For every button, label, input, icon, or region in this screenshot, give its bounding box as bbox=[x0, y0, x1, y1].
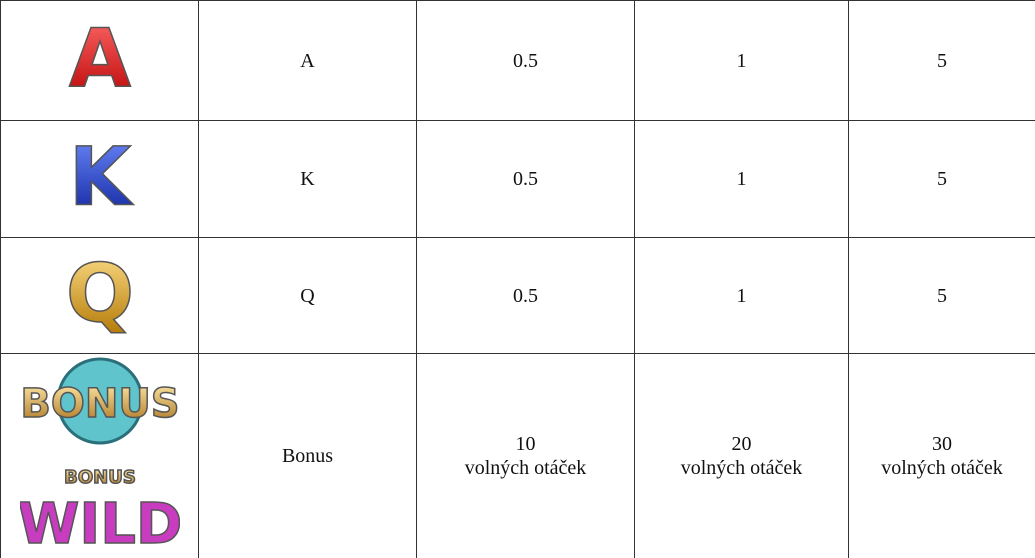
table-row: BONUS BONUS WILD Bonus 10 volných otáček 20 vol… bbox=[0, 353, 1035, 558]
table-cell: 1 bbox=[634, 237, 849, 354]
table-row: Q Q 0.5 1 5 bbox=[0, 237, 1035, 354]
icon-letter: BONUS bbox=[20, 381, 179, 427]
cell-text: K bbox=[300, 168, 315, 190]
cell-text: volných otáček bbox=[881, 457, 1003, 479]
table-cell: K bbox=[198, 120, 417, 238]
icon-cell: K bbox=[0, 120, 199, 238]
cell-text: Q bbox=[300, 284, 315, 307]
icon-cell: Q bbox=[0, 237, 199, 354]
icon-letter: K bbox=[69, 130, 134, 223]
cell-text: 0.5 bbox=[513, 284, 538, 307]
table-cell: 10 volných otáček bbox=[416, 353, 635, 558]
cell-text: Bonus bbox=[281, 445, 334, 467]
symbol-icon: K bbox=[68, 129, 135, 224]
table-cell: 5 bbox=[848, 0, 1035, 121]
symbol-icon: Q bbox=[65, 246, 135, 341]
table-cell: Bonus bbox=[198, 353, 417, 558]
icon-letter: Q bbox=[65, 247, 133, 340]
cell-text: volných otáček bbox=[680, 457, 803, 479]
icon-cell: A bbox=[0, 0, 199, 121]
icon-letter: A bbox=[69, 12, 131, 105]
icon-letter: BONUS bbox=[64, 467, 136, 488]
table-cell: A bbox=[198, 0, 417, 121]
table-cell: 5 bbox=[848, 120, 1035, 238]
icon-cell: BONUS BONUS WILD bbox=[0, 353, 199, 558]
cell-text: 5 bbox=[937, 284, 947, 307]
symbol-icon: A bbox=[68, 11, 132, 106]
cell-text: 1 bbox=[736, 49, 747, 72]
cell-text: 30 bbox=[932, 433, 952, 455]
cell-text: 1 bbox=[736, 284, 747, 307]
table-cell: 1 bbox=[634, 0, 849, 121]
table-row: A A 0.5 1 5 bbox=[0, 0, 1035, 121]
icon-badge bbox=[56, 357, 143, 444]
cell-text: 20 bbox=[731, 433, 752, 455]
table-cell: 20 volných otáček bbox=[634, 353, 849, 558]
cell-text: 5 bbox=[937, 168, 947, 190]
table-cell: 5 bbox=[848, 237, 1035, 354]
cell-text: A bbox=[300, 49, 315, 72]
symbol-icon: BONUS BONUS WILD bbox=[16, 357, 183, 557]
cell-text: 0.5 bbox=[513, 168, 538, 190]
cell-text: 0.5 bbox=[513, 49, 538, 72]
table-cell: 0.5 bbox=[416, 120, 635, 238]
table-cell: 1 bbox=[634, 120, 849, 238]
cell-text: 1 bbox=[736, 168, 747, 190]
table-cell: 30 volných otáček bbox=[848, 353, 1035, 558]
icon-letter: WILD bbox=[20, 492, 180, 552]
table-row: K K 0.5 1 5 bbox=[0, 120, 1035, 238]
table-cell: 0.5 bbox=[416, 0, 635, 121]
cell-text: 10 bbox=[515, 433, 536, 455]
table-cell: Q bbox=[198, 237, 417, 354]
cell-text: 5 bbox=[937, 49, 947, 72]
table-cell: 0.5 bbox=[416, 237, 635, 354]
cell-text: volných otáček bbox=[464, 457, 587, 479]
